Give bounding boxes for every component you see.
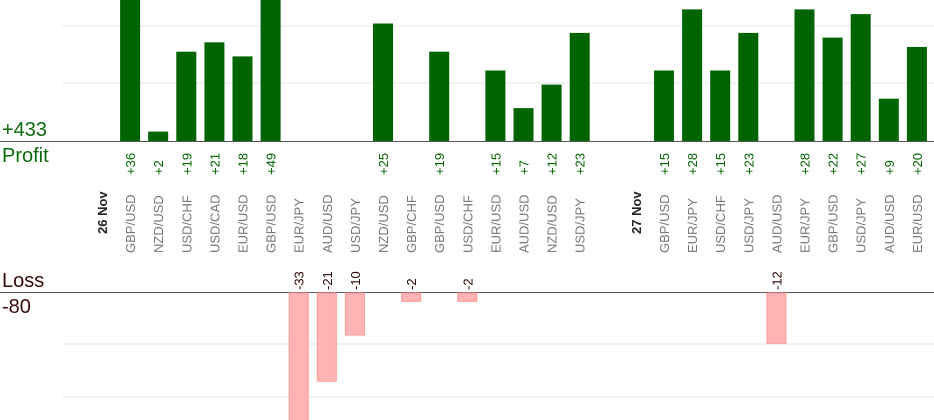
pair-label: AUD/USD xyxy=(320,194,335,253)
loss-bar xyxy=(288,292,309,420)
profit-bar xyxy=(120,0,141,141)
pair-label: USD/CHF xyxy=(460,195,475,253)
pair-label: GBP/USD xyxy=(264,194,279,253)
pair-label: EUR/JPY xyxy=(292,198,307,253)
pair-label: USD/JPY xyxy=(854,198,869,253)
profit-bar xyxy=(148,131,169,141)
profit-value-label: +15 xyxy=(488,153,503,175)
profit-bar xyxy=(906,47,927,141)
profit-value-label: +49 xyxy=(264,153,279,175)
loss-value-label: -21 xyxy=(320,271,335,290)
loss-bar xyxy=(316,292,337,382)
profit-bar xyxy=(373,23,393,141)
profit-value-label: +18 xyxy=(236,153,251,175)
profit-bar xyxy=(710,70,731,141)
pair-label: EUR/USD xyxy=(488,194,503,253)
pair-label: GBP/USD xyxy=(123,194,138,253)
profit-value-label: +27 xyxy=(854,153,869,175)
pair-label: USD/CHF xyxy=(179,195,194,253)
pair-label: USD/JPY xyxy=(348,198,363,253)
pair-label: USD/CAD xyxy=(207,194,222,253)
loss-value-label: -33 xyxy=(292,271,307,290)
pair-label: USD/CHF xyxy=(713,195,728,253)
profit-value-label: +36 xyxy=(123,153,138,175)
profit-value-label: +12 xyxy=(545,153,560,175)
pair-label: EUR/JPY xyxy=(685,198,700,253)
profit-bar xyxy=(654,70,674,141)
loss-value-label: -2 xyxy=(460,278,475,290)
loss-label: Loss xyxy=(2,270,45,292)
pair-label: NZD/USD xyxy=(151,195,166,253)
profit-bar xyxy=(682,9,703,142)
profit-value-label: +22 xyxy=(826,153,841,175)
pair-label: NZD/USD xyxy=(545,195,560,253)
pair-label: GBP/USD xyxy=(826,194,841,253)
profit-value-label: +2 xyxy=(151,160,166,175)
profit-value-label: +19 xyxy=(432,153,447,175)
profit-bar xyxy=(204,42,225,141)
profit-value-label: +25 xyxy=(376,153,391,175)
loss-total: -80 xyxy=(2,296,31,318)
loss-value-label: -2 xyxy=(404,278,419,290)
profit-value-label: +23 xyxy=(741,153,756,175)
pair-label: NZD/USD xyxy=(376,195,391,253)
profit-bar xyxy=(738,32,759,141)
profit-value-label: +28 xyxy=(685,153,700,175)
profit-value-label: +15 xyxy=(657,153,672,175)
loss-bar xyxy=(457,292,478,302)
profit-value-label: +9 xyxy=(882,160,897,175)
date-label: 26 Nov xyxy=(95,191,110,234)
profit-bar xyxy=(176,51,197,142)
profit-value-label: +19 xyxy=(179,153,194,175)
profit-label: Profit xyxy=(2,145,49,167)
pair-label: AUD/USD xyxy=(882,194,897,253)
profit-bar xyxy=(794,9,815,142)
pair-label: GBP/USD xyxy=(432,194,447,253)
date-label: 27 Nov xyxy=(629,191,644,234)
profit-bar xyxy=(850,14,871,142)
pair-label: AUD/USD xyxy=(769,194,784,253)
pair-label: GBP/USD xyxy=(657,194,672,253)
loss-bar xyxy=(766,292,787,344)
loss-bar xyxy=(344,292,365,336)
loss-value-label: -10 xyxy=(348,271,363,290)
pair-label: AUD/USD xyxy=(517,194,532,253)
profit-bar xyxy=(429,51,450,142)
pair-label: USD/JPY xyxy=(741,198,756,253)
profit-total: +433 xyxy=(2,119,48,141)
pair-label: EUR/JPY xyxy=(798,198,813,253)
profit-bar xyxy=(232,56,253,141)
profit-value-label: +7 xyxy=(517,160,532,175)
loss-value-label: -12 xyxy=(769,271,784,290)
profit-bar xyxy=(541,84,562,141)
loss-bar xyxy=(401,292,422,302)
pair-label: EUR/USD xyxy=(910,194,925,253)
pair-label: GBP/CHF xyxy=(404,195,419,253)
profit-value-label: +23 xyxy=(573,153,588,175)
profit-bar xyxy=(569,32,590,141)
profit-bar xyxy=(513,108,534,141)
profit-value-label: +20 xyxy=(910,153,925,175)
pair-label: USD/JPY xyxy=(573,198,588,253)
profit-value-label: +28 xyxy=(798,153,813,175)
profit-bar xyxy=(260,0,281,141)
profit-bar xyxy=(485,70,506,141)
pair-label: EUR/USD xyxy=(236,194,251,253)
profit-bar xyxy=(822,37,843,141)
profit-value-label: +15 xyxy=(713,153,728,175)
profit-bar xyxy=(878,98,899,141)
profit-value-label: +21 xyxy=(207,153,222,175)
